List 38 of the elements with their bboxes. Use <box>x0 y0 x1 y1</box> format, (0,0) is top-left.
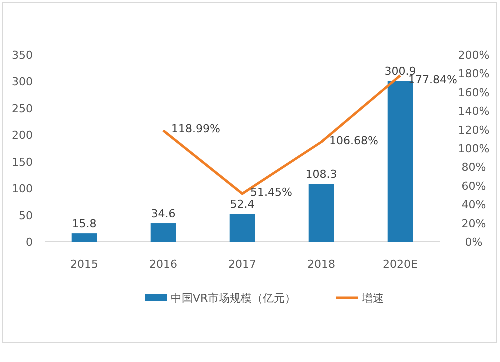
y2-tick-label: 60% <box>462 180 486 193</box>
y2-tick-label: 160% <box>458 86 490 100</box>
y-tick-label: 200 <box>12 129 33 142</box>
data-label: 106.68% <box>330 134 378 148</box>
y2-tick-label: 140% <box>458 105 490 118</box>
y-tick-label: 250 <box>12 102 33 116</box>
data-label: 118.99% <box>172 122 220 136</box>
y2-tick-label: 0% <box>465 236 483 249</box>
y-tick-label: 0 <box>26 236 33 249</box>
bar <box>72 234 98 242</box>
x-tick-label: 2015 <box>70 258 98 271</box>
y2-tick-label: 180% <box>458 68 490 81</box>
y2-tick-label: 20% <box>462 217 486 230</box>
x-tick-label: 2020E <box>383 258 418 271</box>
y2-tick-label: 40% <box>462 198 486 212</box>
y-tick-label: 100 <box>12 182 33 196</box>
bar <box>150 224 176 242</box>
legend-label: 中国VR市场规模（亿元） <box>171 292 296 305</box>
x-tick-label: 2016 <box>150 258 178 271</box>
y2-tick-label: 80% <box>462 161 486 174</box>
y2-tick-label: 120% <box>458 124 490 137</box>
data-label: 34.6 <box>151 208 176 221</box>
bar <box>308 184 334 242</box>
legend-label: 增速 <box>361 292 384 305</box>
y-tick-label: 50 <box>19 209 33 222</box>
x-tick-label: 2017 <box>228 258 256 271</box>
line-series <box>162 74 402 196</box>
y-tick-label: 150 <box>12 156 33 169</box>
y2-tick-label: 200% <box>458 49 490 62</box>
y2-tick-label: 100% <box>458 142 490 156</box>
data-label: 108.3 <box>306 168 338 182</box>
y-tick-label: 350 <box>12 49 33 62</box>
bar <box>230 214 256 242</box>
data-label: 52.4 <box>230 198 255 212</box>
x-tick-label: 2018 <box>308 258 336 271</box>
data-label: 15.8 <box>72 218 97 231</box>
y-tick-label: 300 <box>12 76 33 89</box>
data-label: 51.45% <box>250 186 292 199</box>
